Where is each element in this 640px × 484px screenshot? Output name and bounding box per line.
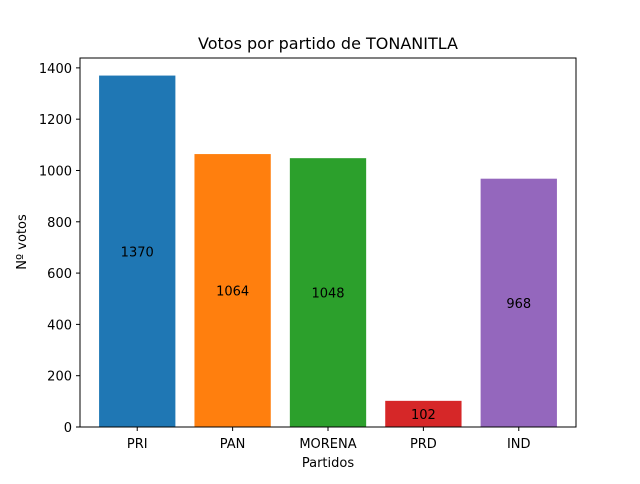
bar-pan <box>194 154 271 427</box>
x-tick-label-prd: PRD <box>410 437 437 452</box>
data-label-ind: 968 <box>506 297 531 312</box>
x-tick-label-ind: IND <box>507 437 531 452</box>
y-axis-label: Nº votos <box>15 214 30 270</box>
data-label-prd: 102 <box>411 408 436 423</box>
bar-ind <box>480 178 557 427</box>
y-tick-label: 600 <box>47 267 72 282</box>
bar-prd <box>385 400 462 427</box>
data-label-pan: 1064 <box>216 285 249 300</box>
y-tick-label: 200 <box>47 370 72 385</box>
x-tick-label-pan: PAN <box>220 437 246 452</box>
y-tick-label: 1200 <box>39 113 72 128</box>
y-tick-label: 1000 <box>39 164 72 179</box>
x-axis-label: Partidos <box>302 456 354 471</box>
bar-pri <box>99 75 176 427</box>
data-label-pri: 1370 <box>121 245 154 260</box>
y-tick-label: 0 <box>64 421 72 436</box>
data-label-morena: 1048 <box>311 287 344 302</box>
y-tick-label: 1400 <box>39 62 72 77</box>
y-tick-label: 800 <box>47 216 72 231</box>
bar-morena <box>289 158 367 428</box>
chart-title: Votos por partido de TONANITLA <box>198 34 458 53</box>
x-tick-label-pri: PRI <box>127 437 148 452</box>
plot-area: 1370 1064 1048 102 968 0 200 400 600 800 1000 1200 1… <box>39 57 577 452</box>
x-tick-label-morena: MORENA <box>299 437 356 452</box>
y-tick-label: 400 <box>47 318 72 333</box>
